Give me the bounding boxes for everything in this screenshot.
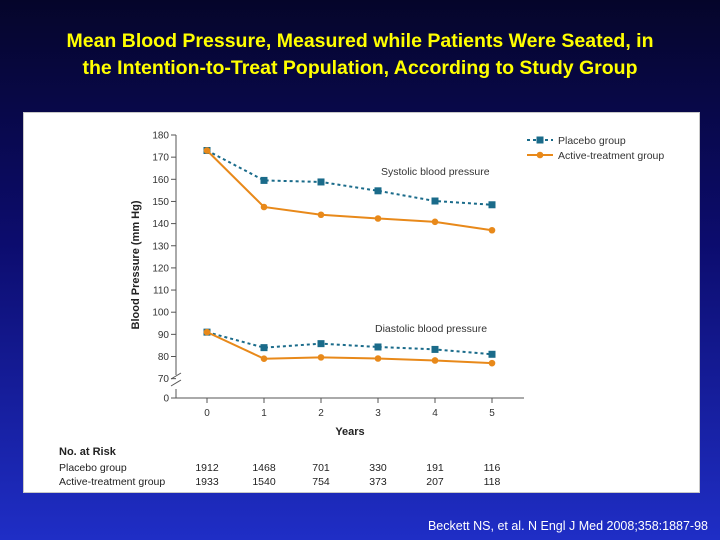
risk-cell: 1468 bbox=[252, 462, 276, 474]
y-tick-label: 110 bbox=[153, 286, 169, 297]
series-line bbox=[206, 149, 493, 232]
y-axis-title: Blood Pressure (mm Hg) bbox=[130, 200, 142, 329]
data-point-square bbox=[431, 345, 439, 353]
slide-title-line-1: Mean Blood Pressure, Measured while Pati… bbox=[66, 30, 654, 52]
risk-table: No. at Risk Placebo group 1912 1468 701 330 19… bbox=[59, 446, 501, 488]
risk-cell: 373 bbox=[369, 476, 387, 488]
x-tick-label: 5 bbox=[489, 408, 495, 419]
data-point-circle bbox=[374, 355, 382, 362]
axis-break-mark bbox=[170, 372, 182, 380]
legend-marker-placebo bbox=[536, 136, 544, 144]
legend-label-active: Active-treatment group bbox=[558, 150, 664, 162]
y-tick-label: 100 bbox=[152, 308, 169, 319]
annotation-systolic: Systolic blood pressure bbox=[381, 166, 490, 178]
data-point-square bbox=[374, 187, 382, 195]
y-tick-label: 150 bbox=[152, 197, 169, 208]
data-point-circle bbox=[203, 328, 211, 336]
y-tick-label: 170 bbox=[152, 153, 169, 164]
legend-label-placebo: Placebo group bbox=[558, 135, 626, 147]
risk-cell: 701 bbox=[312, 462, 330, 474]
risk-cell: 207 bbox=[426, 476, 444, 488]
y-tick-label: 0 bbox=[163, 394, 169, 405]
y-tick-label: 80 bbox=[158, 352, 170, 363]
x-tick-label: 1 bbox=[261, 408, 267, 419]
data-point-square bbox=[488, 201, 496, 209]
series-active-systolic bbox=[203, 147, 496, 234]
data-point-square bbox=[431, 197, 439, 205]
data-point-circle bbox=[431, 357, 439, 364]
legend-marker-active bbox=[536, 151, 544, 159]
x-tick-label: 4 bbox=[432, 408, 438, 419]
risk-row-label: Placebo group bbox=[59, 462, 127, 474]
y-tick-label: 90 bbox=[158, 330, 170, 341]
axis-break-mark bbox=[170, 379, 182, 387]
data-point-square bbox=[317, 178, 325, 186]
data-point-circle bbox=[488, 359, 496, 367]
risk-cell: 191 bbox=[426, 462, 444, 474]
data-point-circle bbox=[374, 215, 382, 222]
risk-row-label: Active-treatment group bbox=[59, 476, 165, 488]
risk-cell: 330 bbox=[369, 462, 387, 474]
data-point-circle bbox=[260, 355, 268, 363]
risk-table-heading: No. at Risk bbox=[59, 446, 117, 458]
figure-panel: 0 70 80 90 100 110 120 130 140 150 160 170 180 0 1 2 3 4 5… bbox=[23, 112, 700, 493]
y-tick-label: 130 bbox=[152, 241, 169, 252]
data-point-square bbox=[260, 176, 268, 184]
series-active-diastolic bbox=[203, 328, 496, 367]
series-line bbox=[206, 331, 493, 356]
slide-title-line-2: the Intention-to-Treat Population, Accor… bbox=[82, 57, 638, 79]
x-tick-label: 0 bbox=[204, 408, 210, 419]
data-point-square bbox=[260, 344, 268, 352]
risk-cell: 1933 bbox=[195, 476, 219, 488]
data-point-square bbox=[374, 343, 382, 351]
risk-cell: 1540 bbox=[252, 476, 276, 488]
y-tick-label: 180 bbox=[152, 131, 169, 142]
data-point-square bbox=[488, 350, 496, 358]
blood-pressure-chart: 0 70 80 90 100 110 120 130 140 150 160 170 180 0 1 2 3 4 5… bbox=[59, 131, 664, 489]
slide-title: Mean Blood Pressure, Measured while Pati… bbox=[0, 28, 720, 82]
series-line bbox=[206, 331, 493, 365]
x-axis-title: Years bbox=[335, 426, 364, 438]
risk-cell: 754 bbox=[312, 476, 330, 488]
risk-cell: 118 bbox=[484, 476, 501, 488]
data-point-circle bbox=[203, 147, 211, 154]
y-tick-label: 160 bbox=[152, 175, 169, 186]
risk-cell: 1912 bbox=[195, 462, 219, 474]
data-point-circle bbox=[488, 226, 496, 234]
data-point-circle bbox=[317, 354, 325, 361]
y-tick-label: 140 bbox=[152, 219, 169, 230]
series-line bbox=[206, 149, 493, 206]
y-tick-label: 120 bbox=[152, 263, 169, 274]
x-tick-label: 2 bbox=[318, 408, 324, 419]
data-point-circle bbox=[317, 211, 325, 219]
legend: Placebo group Active-treatment group bbox=[527, 135, 664, 162]
data-point-circle bbox=[431, 218, 439, 226]
citation: Beckett NS, et al. N Engl J Med 2008;358… bbox=[427, 519, 708, 533]
y-tick-label: 70 bbox=[158, 374, 170, 385]
x-tick-label: 3 bbox=[375, 408, 381, 419]
data-point-square bbox=[317, 340, 325, 348]
annotation-diastolic: Diastolic blood pressure bbox=[375, 323, 487, 335]
risk-cell: 116 bbox=[484, 462, 501, 474]
data-point-circle bbox=[260, 203, 268, 211]
